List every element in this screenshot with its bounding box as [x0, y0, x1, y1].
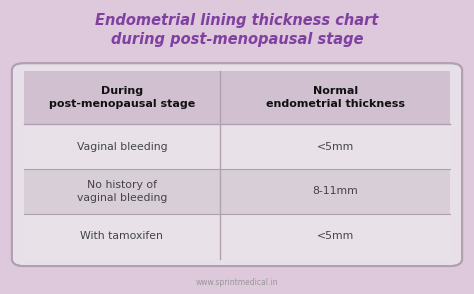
Text: Normal
endometrial thickness: Normal endometrial thickness — [265, 86, 405, 108]
Text: No history of
vaginal bleeding: No history of vaginal bleeding — [77, 180, 167, 203]
Bar — [24, 124, 450, 169]
Bar — [24, 214, 450, 259]
Text: With tamoxifen: With tamoxifen — [81, 231, 163, 241]
Bar — [24, 71, 450, 124]
Bar — [24, 169, 450, 214]
Text: <5mm: <5mm — [317, 231, 354, 241]
Text: Endometrial lining thickness chart
during post-menopausal stage: Endometrial lining thickness chart durin… — [95, 13, 379, 47]
Text: <5mm: <5mm — [317, 142, 354, 152]
Text: 8-11mm: 8-11mm — [312, 186, 358, 196]
FancyBboxPatch shape — [12, 63, 462, 266]
Text: Vaginal bleeding: Vaginal bleeding — [76, 142, 167, 152]
Text: www.sprintmedical.in: www.sprintmedical.in — [196, 278, 278, 287]
Text: During
post-menopausal stage: During post-menopausal stage — [49, 86, 195, 108]
